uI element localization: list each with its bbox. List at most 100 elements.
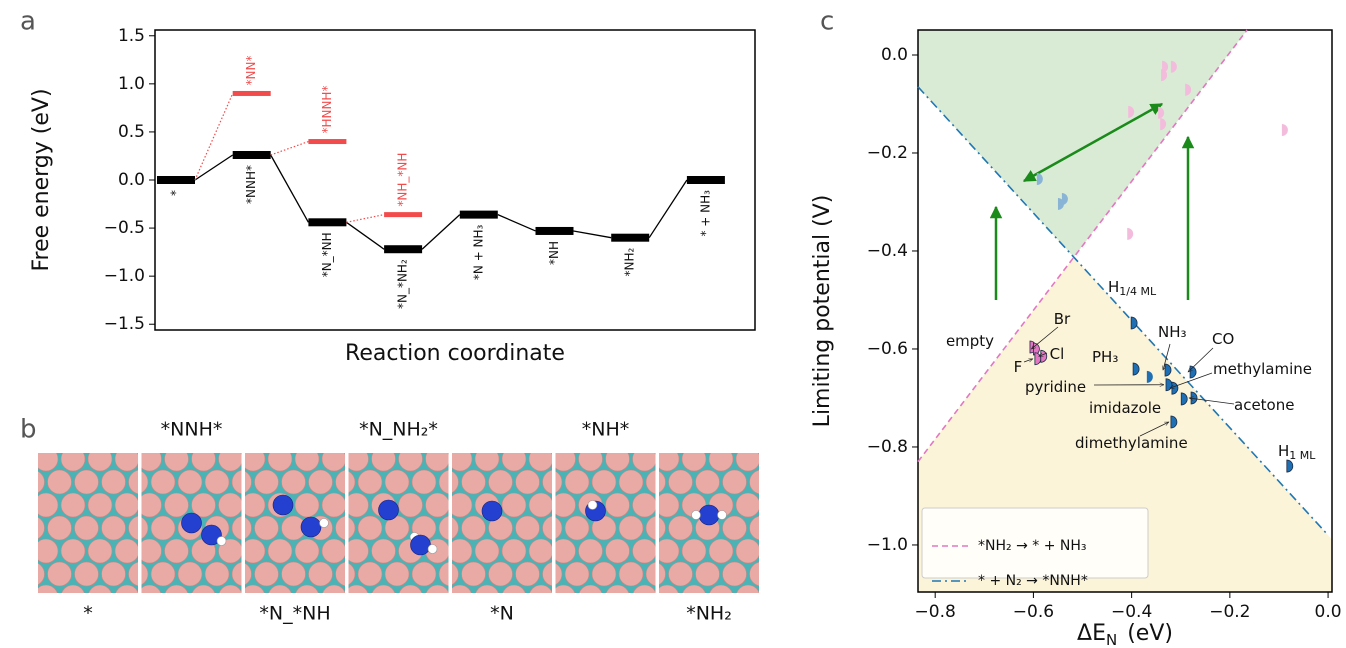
- connector: [346, 222, 384, 249]
- point-label-sub: 1 ML: [1289, 449, 1316, 462]
- energy-level: [536, 227, 574, 235]
- surface-atom: [448, 447, 472, 471]
- surface-atom: [115, 539, 139, 563]
- point-label-text: CO: [1212, 330, 1234, 348]
- surface-atom: [102, 562, 126, 586]
- point-label-text: Cl: [1050, 345, 1065, 363]
- surface-atom: [723, 470, 747, 494]
- connector: [498, 215, 536, 231]
- surface-atom: [579, 447, 603, 471]
- point-label-sub: 1/4 ML: [1119, 285, 1157, 298]
- connector: [271, 155, 309, 222]
- point-label: H1/4 ML: [1108, 278, 1157, 299]
- surface-atom: [61, 585, 85, 609]
- point-label: Br: [1054, 310, 1071, 328]
- nitrogen-atom: [273, 495, 293, 515]
- surface-atom: [385, 470, 409, 494]
- surface-atom: [138, 447, 162, 471]
- y-tick-label: −0.5: [104, 218, 145, 238]
- panel-label: b: [20, 415, 37, 445]
- surface-atom: [592, 562, 616, 586]
- surface-atom: [255, 516, 279, 540]
- x-axis-label-main: ΔE: [1077, 621, 1106, 646]
- structure-label: *NH*: [582, 419, 630, 441]
- surface-atom: [399, 493, 423, 517]
- y-tick-label: −1.0: [867, 535, 908, 555]
- surface-atom: [412, 470, 436, 494]
- level-label: * + NH₃: [698, 190, 712, 237]
- surface-atom: [750, 470, 774, 494]
- energy-level: [157, 176, 195, 184]
- nitrogen-atom: [301, 517, 321, 537]
- surface-atom: [61, 539, 85, 563]
- surface-atom: [516, 516, 540, 540]
- surface-atom: [606, 585, 630, 609]
- nitrogen-atom: [482, 501, 502, 521]
- point-label: acetone: [1234, 396, 1294, 414]
- point-label-text: imidazole: [1089, 399, 1161, 417]
- point-label-text: pyridine: [1025, 378, 1086, 396]
- panel-label: c: [820, 7, 834, 37]
- y-axis-label: Free energy (eV): [29, 88, 54, 271]
- energy-level: [687, 176, 725, 184]
- surface-atom: [592, 470, 616, 494]
- point-label-text: PH₃: [1092, 348, 1118, 366]
- surface-atom: [462, 516, 486, 540]
- surface-atom: [309, 470, 333, 494]
- surface-atom: [88, 493, 112, 517]
- nitrogen-atom: [699, 505, 719, 525]
- level-label: *N_*NH: [320, 232, 334, 277]
- surface-atom: [151, 470, 175, 494]
- surface-atom: [763, 585, 787, 609]
- surface-atom: [552, 493, 576, 517]
- point-label: methylamine: [1213, 360, 1312, 378]
- connector: [574, 231, 612, 238]
- point-label: CO: [1212, 330, 1234, 348]
- surface-atom: [48, 470, 72, 494]
- surface-atom: [7, 539, 31, 563]
- x-tick-label: 0.0: [1315, 602, 1342, 622]
- surface-atom: [633, 585, 657, 609]
- side-label: *NH_*NH: [396, 153, 410, 207]
- surface-atom: [48, 562, 72, 586]
- surface-atom: [777, 516, 801, 540]
- surface-atom: [178, 562, 202, 586]
- point-label: PH₃: [1092, 348, 1118, 366]
- structure-label: *N: [490, 603, 514, 625]
- connector: [195, 155, 233, 180]
- surface-atom: [282, 470, 306, 494]
- y-tick-label: 1.5: [118, 26, 145, 46]
- side-level: [233, 91, 271, 96]
- x-tick-label: −0.6: [1013, 602, 1054, 622]
- surface-atom: [7, 493, 31, 517]
- point-label-text: H: [1278, 442, 1289, 460]
- level-label: *N + NH₃: [471, 224, 485, 280]
- surface-atom: [565, 470, 589, 494]
- structure-label: *N_NH₂*: [359, 419, 438, 441]
- surface-atom: [295, 539, 319, 563]
- surface-atom: [633, 447, 657, 471]
- x-axis-label-sub: N: [1106, 631, 1117, 648]
- surface-atom: [655, 447, 679, 471]
- hydrogen-atom: [428, 545, 437, 554]
- nitrogen-atom: [411, 535, 431, 555]
- surface-atom: [165, 539, 189, 563]
- point-label: imidazole: [1089, 399, 1161, 417]
- level-label: *NH: [547, 241, 561, 265]
- y-tick-label: 0.0: [881, 45, 908, 65]
- surface-atom: [655, 539, 679, 563]
- point-label: pyridine: [1025, 378, 1086, 396]
- surface-atom: [750, 516, 774, 540]
- surface-atom: [268, 447, 292, 471]
- structure-label: *: [83, 603, 93, 625]
- y-tick-label: −0.6: [867, 339, 908, 359]
- region-upper: [918, 30, 1332, 257]
- y-tick-label: 1.0: [118, 74, 145, 94]
- surface-atom: [241, 539, 265, 563]
- surface-atom: [682, 539, 706, 563]
- surface-atom: [372, 539, 396, 563]
- surface-atom: [448, 493, 472, 517]
- level-label: *N_*NH₂: [396, 259, 410, 309]
- surface-atom: [322, 493, 346, 517]
- surface-atom: [372, 447, 396, 471]
